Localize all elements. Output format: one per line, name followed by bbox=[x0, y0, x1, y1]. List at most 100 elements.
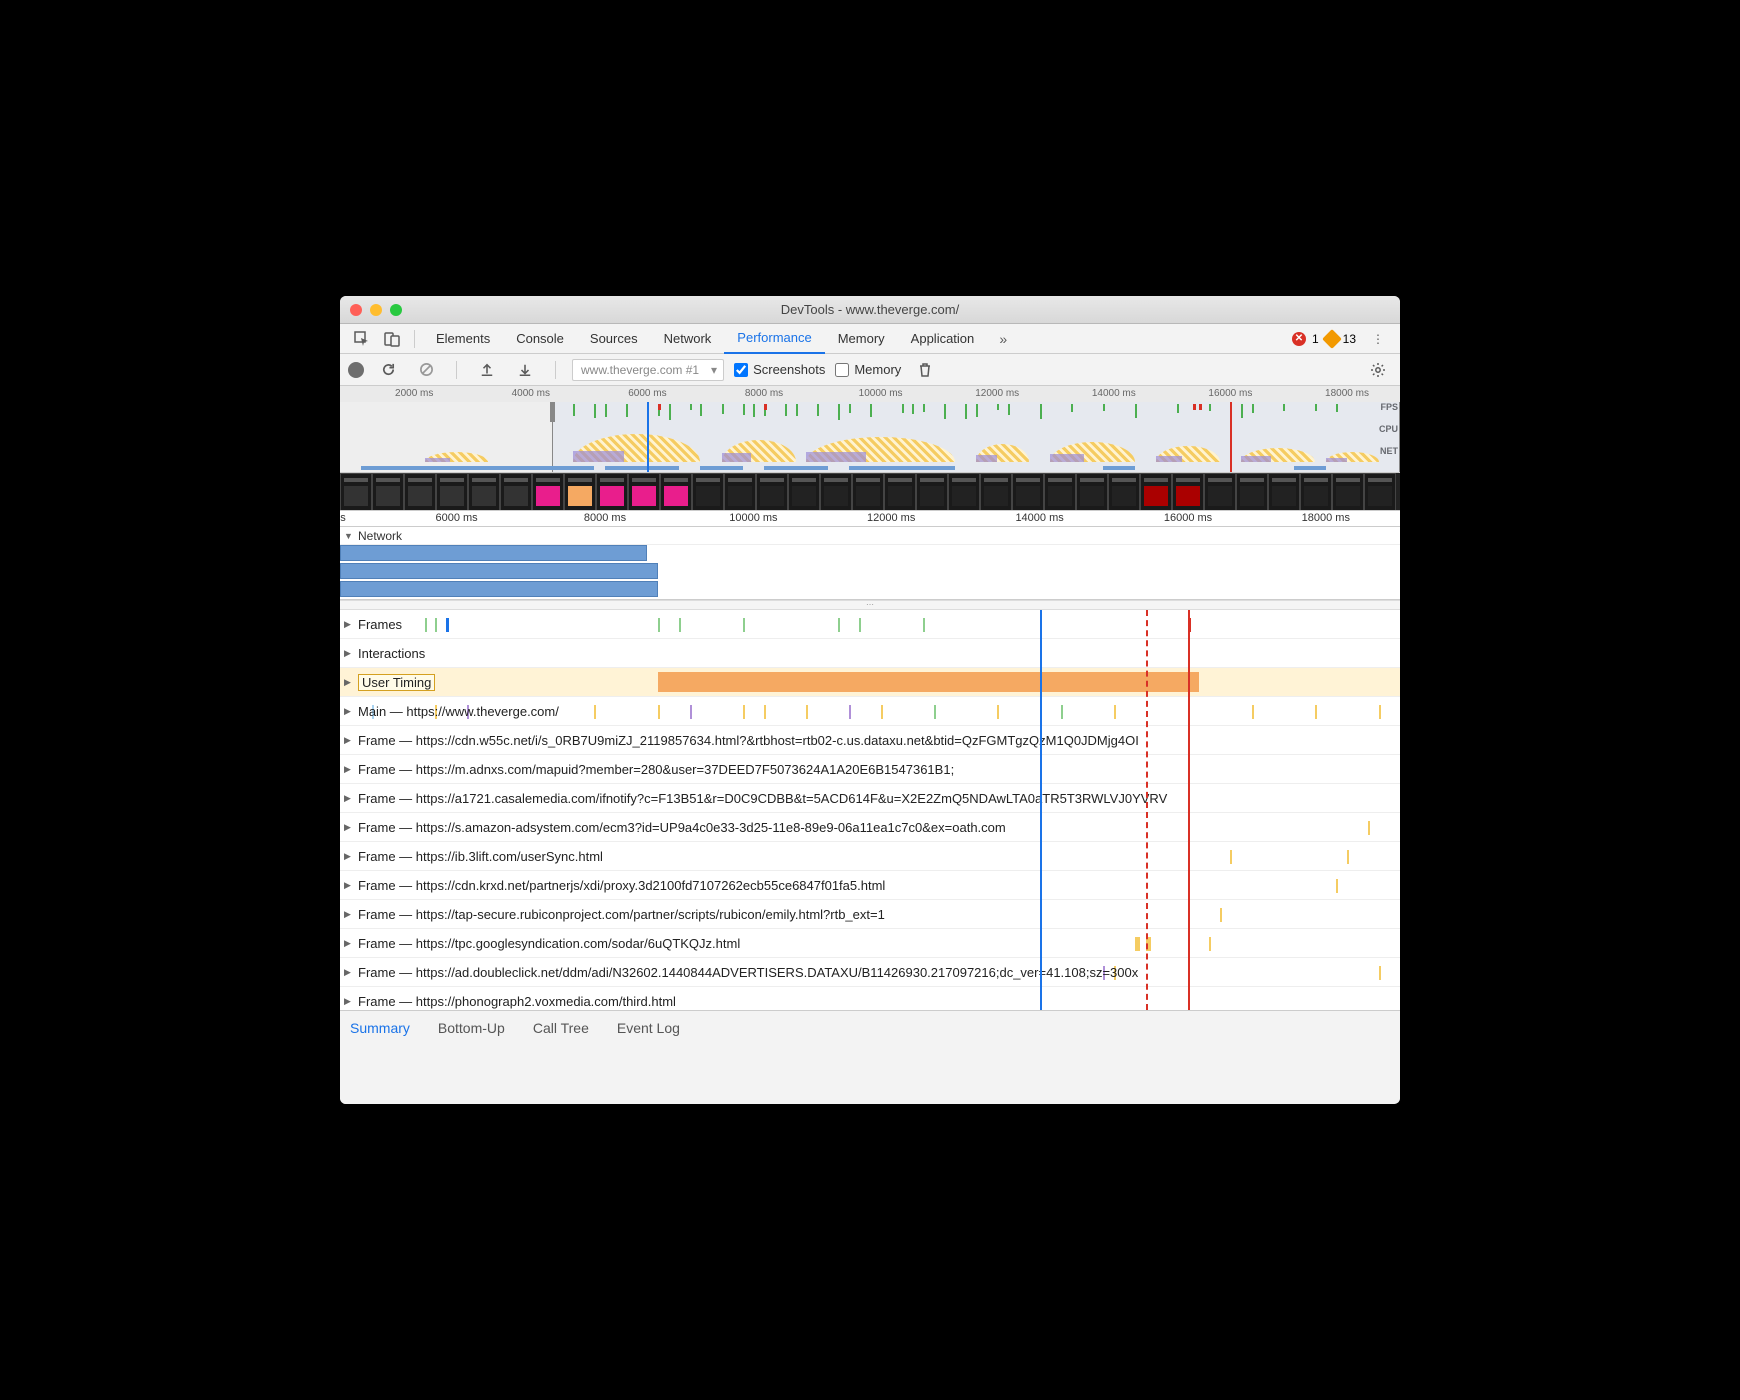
disclosure-triangle-icon[interactable]: ▶ bbox=[344, 938, 354, 949]
screenshot-thumb[interactable] bbox=[436, 473, 468, 511]
track-row[interactable]: ▶Frame — https://phonograph2.voxmedia.co… bbox=[340, 987, 1400, 1010]
flame-span[interactable] bbox=[446, 618, 449, 632]
flame-span[interactable] bbox=[743, 618, 745, 632]
flame-span[interactable] bbox=[997, 705, 999, 719]
tab-network[interactable]: Network bbox=[651, 324, 725, 354]
details-tab-call-tree[interactable]: Call Tree bbox=[533, 1020, 589, 1036]
flame-span[interactable] bbox=[1230, 850, 1232, 864]
tab-sources[interactable]: Sources bbox=[577, 324, 651, 354]
inspect-icon[interactable] bbox=[348, 327, 376, 351]
flame-span[interactable] bbox=[806, 705, 808, 719]
track-row[interactable]: ▶User Timing bbox=[340, 668, 1400, 697]
details-tab-event-log[interactable]: Event Log bbox=[617, 1020, 680, 1036]
flame-span[interactable] bbox=[1379, 966, 1381, 980]
screenshot-filmstrip[interactable] bbox=[340, 473, 1400, 511]
screenshot-thumb[interactable] bbox=[1044, 473, 1076, 511]
screenshot-thumb[interactable] bbox=[884, 473, 916, 511]
disclosure-triangle-icon[interactable]: ▶ bbox=[344, 996, 354, 1007]
flame-span[interactable] bbox=[838, 618, 840, 632]
track-row[interactable]: ▶Main — https://www.theverge.com/ bbox=[340, 697, 1400, 726]
recording-selector[interactable]: www.theverge.com #1 bbox=[572, 359, 724, 381]
flame-span[interactable] bbox=[658, 618, 660, 632]
disclosure-triangle-icon[interactable]: ▶ bbox=[344, 648, 354, 659]
track-header[interactable]: ▶Frame — https://phonograph2.voxmedia.co… bbox=[340, 987, 676, 1010]
tab-performance[interactable]: Performance bbox=[724, 324, 824, 354]
flame-span[interactable] bbox=[1114, 705, 1116, 719]
screenshot-thumb[interactable] bbox=[628, 473, 660, 511]
flame-chart[interactable]: ▶Frames▶Interactions▶User Timing▶Main — … bbox=[340, 610, 1400, 1010]
screenshot-thumb[interactable] bbox=[788, 473, 820, 511]
screenshot-thumb[interactable] bbox=[692, 473, 724, 511]
screenshot-thumb[interactable] bbox=[564, 473, 596, 511]
network-header[interactable]: ▼ Network bbox=[340, 527, 1400, 545]
load-profile-icon[interactable] bbox=[473, 358, 501, 382]
user-timing-bar[interactable] bbox=[658, 672, 1199, 692]
device-toggle-icon[interactable] bbox=[378, 327, 406, 351]
flame-span[interactable] bbox=[690, 705, 692, 719]
tab-console[interactable]: Console bbox=[503, 324, 577, 354]
flame-span[interactable] bbox=[658, 705, 660, 719]
track-header[interactable]: ▶Frame — https://ib.3lift.com/userSync.h… bbox=[340, 842, 603, 870]
disclosure-triangle-icon[interactable]: ▶ bbox=[344, 706, 354, 717]
track-row[interactable]: ▶Frame — https://s.amazon-adsystem.com/e… bbox=[340, 813, 1400, 842]
flame-span[interactable] bbox=[1347, 850, 1349, 864]
flame-span[interactable] bbox=[594, 705, 596, 719]
tabs-overflow-icon[interactable]: » bbox=[989, 327, 1017, 351]
flame-span[interactable] bbox=[743, 705, 745, 719]
network-request-bar[interactable] bbox=[340, 563, 658, 579]
disclosure-triangle-icon[interactable]: ▶ bbox=[344, 735, 354, 746]
track-header[interactable]: ▶Frame — https://tap-secure.rubiconproje… bbox=[340, 900, 885, 928]
tab-elements[interactable]: Elements bbox=[423, 324, 503, 354]
flame-span[interactable] bbox=[859, 618, 861, 632]
disclosure-triangle-icon[interactable]: ▶ bbox=[344, 677, 354, 688]
flame-span[interactable] bbox=[1188, 705, 1190, 719]
track-header[interactable]: ▶Frame — https://ad.doubleclick.net/ddm/… bbox=[340, 958, 1138, 986]
disclosure-triangle-icon[interactable]: ▶ bbox=[344, 619, 354, 630]
screenshot-thumb[interactable] bbox=[1140, 473, 1172, 511]
flame-span[interactable] bbox=[425, 618, 427, 632]
flame-span[interactable] bbox=[1135, 937, 1140, 951]
track-row[interactable]: ▶Frames bbox=[340, 610, 1400, 639]
network-bars[interactable] bbox=[340, 545, 1400, 599]
track-row[interactable]: ▶Frame — https://cdn.krxd.net/partnerjs/… bbox=[340, 871, 1400, 900]
track-header[interactable]: ▶Frame — https://s.amazon-adsystem.com/e… bbox=[340, 813, 1006, 841]
track-row[interactable]: ▶Frame — https://m.adnxs.com/mapuid?memb… bbox=[340, 755, 1400, 784]
flame-span[interactable] bbox=[1368, 821, 1370, 835]
disclosure-triangle-icon[interactable]: ▶ bbox=[344, 822, 354, 833]
screenshot-thumb[interactable] bbox=[660, 473, 692, 511]
track-header[interactable]: ▶Frame — https://a1721.casalemedia.com/i… bbox=[340, 784, 1167, 812]
gear-icon[interactable] bbox=[1364, 358, 1392, 382]
network-request-bar[interactable] bbox=[340, 545, 647, 561]
screenshot-thumb[interactable] bbox=[1172, 473, 1204, 511]
screenshot-thumb[interactable] bbox=[532, 473, 564, 511]
flame-span[interactable] bbox=[1336, 879, 1338, 893]
flame-span[interactable] bbox=[881, 705, 883, 719]
screenshot-thumb[interactable] bbox=[596, 473, 628, 511]
flame-span[interactable] bbox=[679, 618, 681, 632]
tab-application[interactable]: Application bbox=[898, 324, 988, 354]
screenshot-thumb[interactable] bbox=[1108, 473, 1140, 511]
disclosure-triangle-icon[interactable]: ▶ bbox=[344, 851, 354, 862]
details-tab-summary[interactable]: Summary bbox=[350, 1020, 410, 1036]
resize-grip[interactable]: ⋯ bbox=[340, 600, 1400, 610]
gc-icon[interactable] bbox=[911, 358, 939, 382]
track-row[interactable]: ▶Frame — https://ad.doubleclick.net/ddm/… bbox=[340, 958, 1400, 987]
track-header[interactable]: ▶Interactions bbox=[340, 639, 425, 667]
overview-body[interactable]: FPSCPUNET bbox=[340, 402, 1400, 472]
screenshot-thumb[interactable] bbox=[1204, 473, 1236, 511]
track-row[interactable]: ▶Frame — https://tpc.googlesyndication.c… bbox=[340, 929, 1400, 958]
flame-span[interactable] bbox=[1209, 937, 1211, 951]
screenshot-thumb[interactable] bbox=[1012, 473, 1044, 511]
console-status[interactable]: ✕1 13 bbox=[1292, 332, 1356, 346]
flame-span[interactable] bbox=[1220, 908, 1222, 922]
screenshot-thumb[interactable] bbox=[372, 473, 404, 511]
track-header[interactable]: ▶Main — https://www.theverge.com/ bbox=[340, 697, 559, 725]
flame-span[interactable] bbox=[1252, 705, 1254, 719]
track-header[interactable]: ▶Frames bbox=[340, 610, 402, 638]
track-header[interactable]: ▶Frame — https://cdn.krxd.net/partnerjs/… bbox=[340, 871, 885, 899]
screenshot-thumb[interactable] bbox=[404, 473, 436, 511]
track-row[interactable]: ▶Frame — https://cdn.w55c.net/i/s_0RB7U9… bbox=[340, 726, 1400, 755]
track-header[interactable]: ▶Frame — https://m.adnxs.com/mapuid?memb… bbox=[340, 755, 954, 783]
screenshot-thumb[interactable] bbox=[468, 473, 500, 511]
reload-icon[interactable] bbox=[374, 358, 402, 382]
